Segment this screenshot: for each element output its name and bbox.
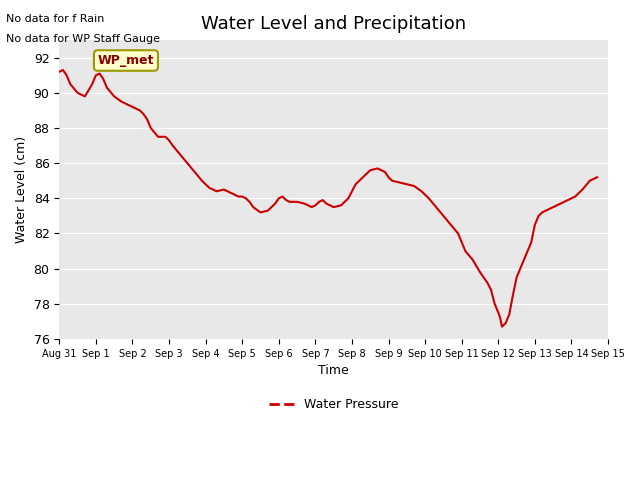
Title: Water Level and Precipitation: Water Level and Precipitation [201, 15, 466, 33]
Y-axis label: Water Level (cm): Water Level (cm) [15, 136, 28, 243]
X-axis label: Time: Time [318, 364, 349, 377]
Legend: Water Pressure: Water Pressure [264, 394, 403, 416]
Text: No data for f Rain: No data for f Rain [6, 14, 105, 24]
Text: WP_met: WP_met [98, 54, 154, 67]
Text: No data for WP Staff Gauge: No data for WP Staff Gauge [6, 34, 161, 44]
